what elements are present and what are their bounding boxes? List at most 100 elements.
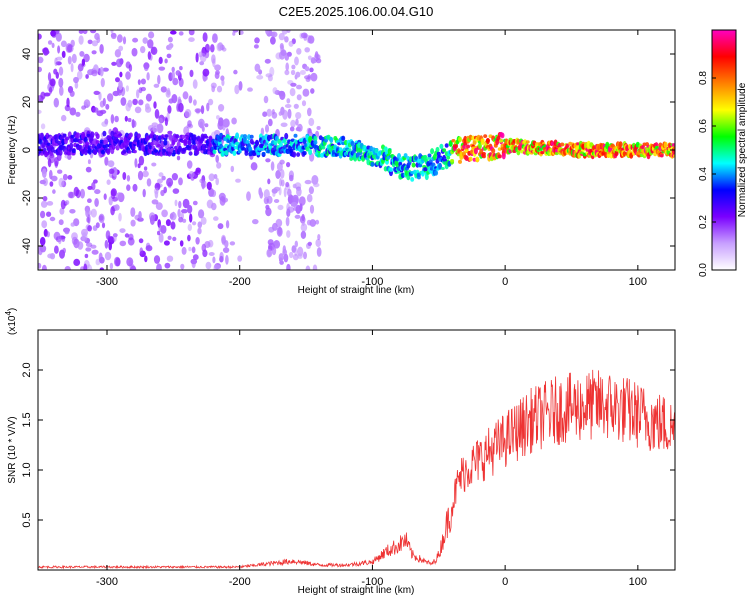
spectrogram-speckle <box>311 175 319 185</box>
spectrogram-speckle <box>304 47 311 53</box>
spectrogram-speckle <box>74 81 79 89</box>
spectrogram-speckle <box>98 215 104 221</box>
snr-marks <box>38 369 675 570</box>
spectrogram-ridge-cell <box>472 140 477 145</box>
spectrogram-ridge-cell <box>122 150 127 154</box>
spectrogram-speckle <box>199 53 207 63</box>
spectrogram-speckle <box>108 241 112 251</box>
spectrogram-speckle <box>189 213 193 223</box>
spectrogram-speckle <box>124 115 128 122</box>
spectrogram-speckle <box>208 187 215 197</box>
spectrogram-speckle <box>49 216 56 222</box>
spectrogram-ridge-cell <box>475 156 480 163</box>
spectrogram-ridge-cell <box>204 135 209 139</box>
spectrogram-speckle <box>138 238 144 244</box>
spectrogram-speckle <box>291 245 297 253</box>
spectrogram-speckle <box>53 68 58 75</box>
spectrogram-speckle <box>57 45 61 54</box>
spectrogram-speckle <box>195 52 199 63</box>
spectrogram-speckle <box>238 81 243 91</box>
spectrogram-speckle <box>95 222 100 229</box>
spectrogram-speckle <box>158 233 164 243</box>
spectrogram-speckle <box>144 65 149 72</box>
spectrogram-speckle <box>260 127 265 136</box>
spectrogram-speckle <box>291 64 296 70</box>
spectrogram-speckle <box>294 240 298 248</box>
spectrogram-speckle <box>165 89 171 98</box>
x-tick-label: -100 <box>361 576 383 588</box>
spectrogram-speckle <box>67 175 73 180</box>
spectrogram-speckle <box>188 171 195 178</box>
spectrogram-speckle <box>290 82 297 87</box>
colorbar-ticks: 0.0 0.2 0.4 0.6 0.8 <box>698 71 716 277</box>
spectrogram-speckle <box>304 75 311 80</box>
spectrogram-speckle <box>87 225 92 232</box>
spectrogram-ridge-cell <box>212 149 217 154</box>
x-tick-label: 0 <box>502 276 508 288</box>
spectrogram-speckle <box>216 115 220 120</box>
spectrogram-ridge-cell <box>454 143 458 149</box>
spectrogram-speckle <box>54 245 59 254</box>
spectrogram-speckle <box>158 66 166 71</box>
spectrogram-speckle <box>208 98 214 106</box>
spectrogram-speckle <box>252 219 259 225</box>
spectrogram-speckle <box>286 162 291 168</box>
spectrogram-speckle <box>122 36 127 45</box>
spectrogram-speckle <box>235 178 241 183</box>
spectrogram-speckle <box>178 102 184 113</box>
spectrogram-speckle <box>153 83 160 88</box>
spectrogram-ridge-cell <box>663 141 668 149</box>
spectrogram-speckle <box>156 263 162 270</box>
spectrogram-speckle <box>47 40 53 45</box>
spectrogram-speckle <box>75 189 81 199</box>
spectrogram-speckle <box>273 199 280 203</box>
spectrogram-ridge-cell <box>341 135 346 141</box>
spectrogram-speckle <box>275 52 283 60</box>
spectrogram-speckle <box>286 230 291 238</box>
spectrogram-speckle <box>279 178 283 187</box>
spectrogram-ridge-cell <box>38 138 43 145</box>
spectrogram-speckle <box>218 104 225 112</box>
spectrogram-speckle <box>171 173 178 181</box>
spectrogram-ridge-cell <box>321 145 326 150</box>
spectrogram-speckle <box>126 257 134 267</box>
x-tick-label: -200 <box>229 576 251 588</box>
snr-series-line <box>38 369 675 570</box>
spectrogram-speckle <box>151 122 159 127</box>
spectrogram-ridge-cell <box>95 140 100 145</box>
spectrogram-speckle <box>99 66 104 77</box>
spectrogram-ridge-cell <box>168 134 173 141</box>
spectrogram-speckle <box>53 97 59 108</box>
spectrogram-speckle <box>221 234 226 244</box>
spectrogram-ridge-cell <box>403 153 408 158</box>
snr-axes: -300 -200 -100 0 100 0.5 1.0 1.5 2.0 <box>21 330 675 588</box>
spectrogram-ridge-cell <box>99 139 104 144</box>
spectrogram-speckle <box>171 66 175 73</box>
spectrogram-speckle <box>271 109 275 115</box>
spectrogram-speckle <box>297 123 303 132</box>
spectrogram-ridge-cell <box>387 148 392 155</box>
spectrogram-speckle <box>197 221 203 229</box>
spectrogram-speckle <box>184 108 192 118</box>
spectrogram-speckle <box>287 188 292 197</box>
spectrogram-ridge-cell <box>106 148 111 155</box>
spectrogram-speckle <box>137 217 144 222</box>
spectrogram-speckle <box>315 219 320 225</box>
spectrogram-speckle <box>176 155 181 161</box>
spectrogram-speckle <box>94 198 99 207</box>
spectrogram-speckle <box>315 238 322 248</box>
x-tick-label: -300 <box>96 276 118 288</box>
x-tick-label: 100 <box>629 576 647 588</box>
spectrogram-speckle <box>81 232 88 242</box>
spectrogram-speckle <box>273 241 279 247</box>
spectrogram-speckle <box>270 36 276 45</box>
spectrogram-speckle <box>73 76 79 84</box>
spectrogram-speckle <box>225 220 230 229</box>
spectrogram-ridge-cell <box>450 159 455 163</box>
spectrogram-ridge-cell <box>136 133 141 139</box>
spectrogram-ridge-cell <box>501 152 506 160</box>
spectrogram-speckle <box>289 174 294 182</box>
spectrogram-speckle <box>140 78 146 85</box>
spectrogram-speckle <box>191 246 196 254</box>
spectrogram-speckle <box>286 202 290 213</box>
